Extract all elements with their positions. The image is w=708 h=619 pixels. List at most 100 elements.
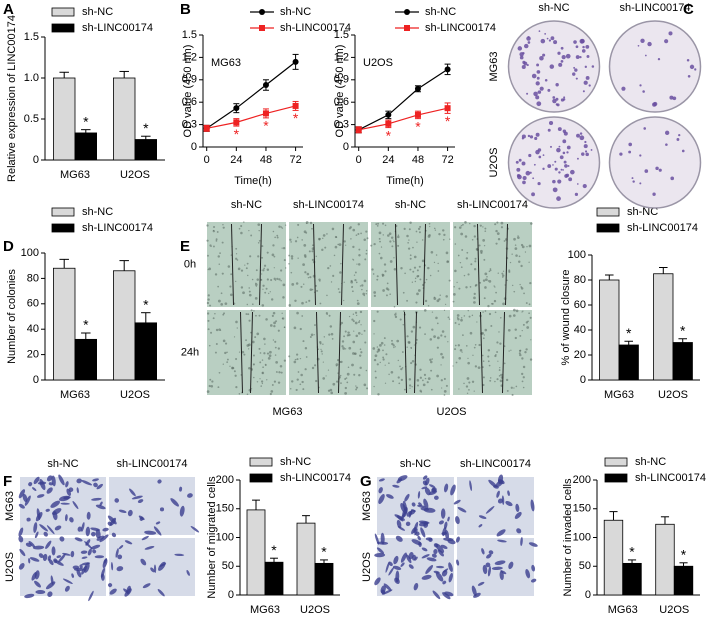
cell xyxy=(207,254,209,257)
cell xyxy=(456,314,460,317)
colony xyxy=(529,171,532,174)
cell xyxy=(460,318,463,322)
cell xyxy=(433,296,436,299)
cell xyxy=(414,277,417,280)
point xyxy=(262,82,269,89)
colony xyxy=(672,96,677,101)
cell xyxy=(294,299,297,303)
cell xyxy=(272,230,275,233)
cell xyxy=(48,482,54,486)
colony xyxy=(563,131,568,136)
y-tick-label: 100 xyxy=(573,531,591,543)
cell xyxy=(187,493,193,498)
colony xyxy=(664,39,669,44)
micrograph xyxy=(371,309,451,396)
colony xyxy=(552,179,556,184)
cell xyxy=(525,569,531,579)
cell xyxy=(301,380,304,384)
cell xyxy=(226,358,229,361)
cell xyxy=(297,371,300,373)
cell xyxy=(214,273,218,276)
cell xyxy=(473,390,475,392)
cell xyxy=(314,324,316,327)
cell xyxy=(272,311,276,315)
cell xyxy=(388,373,390,376)
colony xyxy=(554,160,557,163)
cell xyxy=(309,336,312,338)
colony xyxy=(525,170,531,176)
cell xyxy=(358,320,361,322)
cell xyxy=(352,340,356,344)
colony xyxy=(542,53,546,57)
y-axis-label: OD value (450 nm) xyxy=(334,45,346,138)
cell xyxy=(33,522,38,533)
cell xyxy=(358,248,361,251)
colony xyxy=(532,177,535,180)
cell xyxy=(42,553,48,562)
row-label: U2OS xyxy=(488,148,500,178)
cell xyxy=(406,335,409,338)
cell xyxy=(304,347,308,350)
group-label: U2OS xyxy=(437,406,467,418)
cell xyxy=(447,341,449,343)
cell xyxy=(415,338,418,341)
cell xyxy=(447,539,456,545)
cell xyxy=(447,316,450,319)
cell xyxy=(482,337,485,340)
cell xyxy=(418,541,422,547)
colony xyxy=(566,145,571,150)
cell xyxy=(282,283,286,287)
cell xyxy=(482,226,484,228)
cell xyxy=(250,234,253,237)
cell xyxy=(332,382,336,386)
micrograph xyxy=(608,20,702,113)
cell xyxy=(473,301,476,304)
cell xyxy=(116,566,124,572)
significance: * xyxy=(629,544,635,560)
cell xyxy=(424,333,426,335)
cell xyxy=(520,536,523,547)
point xyxy=(203,125,210,132)
cell xyxy=(234,374,237,377)
cell xyxy=(433,261,436,264)
cell xyxy=(455,536,460,543)
cell xyxy=(288,254,291,257)
cell xyxy=(95,504,106,510)
cell xyxy=(254,296,258,300)
x-axis-label: Time(h) xyxy=(234,175,271,187)
bar xyxy=(618,344,639,381)
colony xyxy=(581,49,586,53)
x-tick-label: 0 xyxy=(204,154,210,166)
cell xyxy=(429,225,431,228)
colony xyxy=(576,133,580,138)
cell xyxy=(274,340,277,343)
cell xyxy=(382,358,385,361)
cell xyxy=(39,479,46,491)
cell xyxy=(433,495,439,500)
y-tick-label: 0.5 xyxy=(24,113,39,125)
point xyxy=(385,120,392,127)
cell xyxy=(440,508,446,519)
cell xyxy=(214,351,217,354)
cell xyxy=(529,358,533,361)
cell xyxy=(419,376,422,379)
cell xyxy=(363,383,367,387)
cell xyxy=(393,346,395,349)
legend-label: sh-LINC00174 xyxy=(82,222,153,234)
cell xyxy=(254,336,257,339)
cell xyxy=(402,500,407,512)
colony xyxy=(585,76,590,80)
cell xyxy=(454,243,457,245)
cell xyxy=(350,280,354,284)
cell xyxy=(352,352,355,355)
y-tick-label: 0.3 xyxy=(334,119,349,131)
cell xyxy=(440,544,448,550)
field xyxy=(453,222,532,307)
cell xyxy=(496,529,506,537)
cell xyxy=(207,319,210,322)
cell xyxy=(301,315,304,317)
cell xyxy=(308,299,311,302)
legend-label: sh-LINC00174 xyxy=(635,472,706,484)
colony xyxy=(542,167,545,171)
colony xyxy=(552,96,556,99)
